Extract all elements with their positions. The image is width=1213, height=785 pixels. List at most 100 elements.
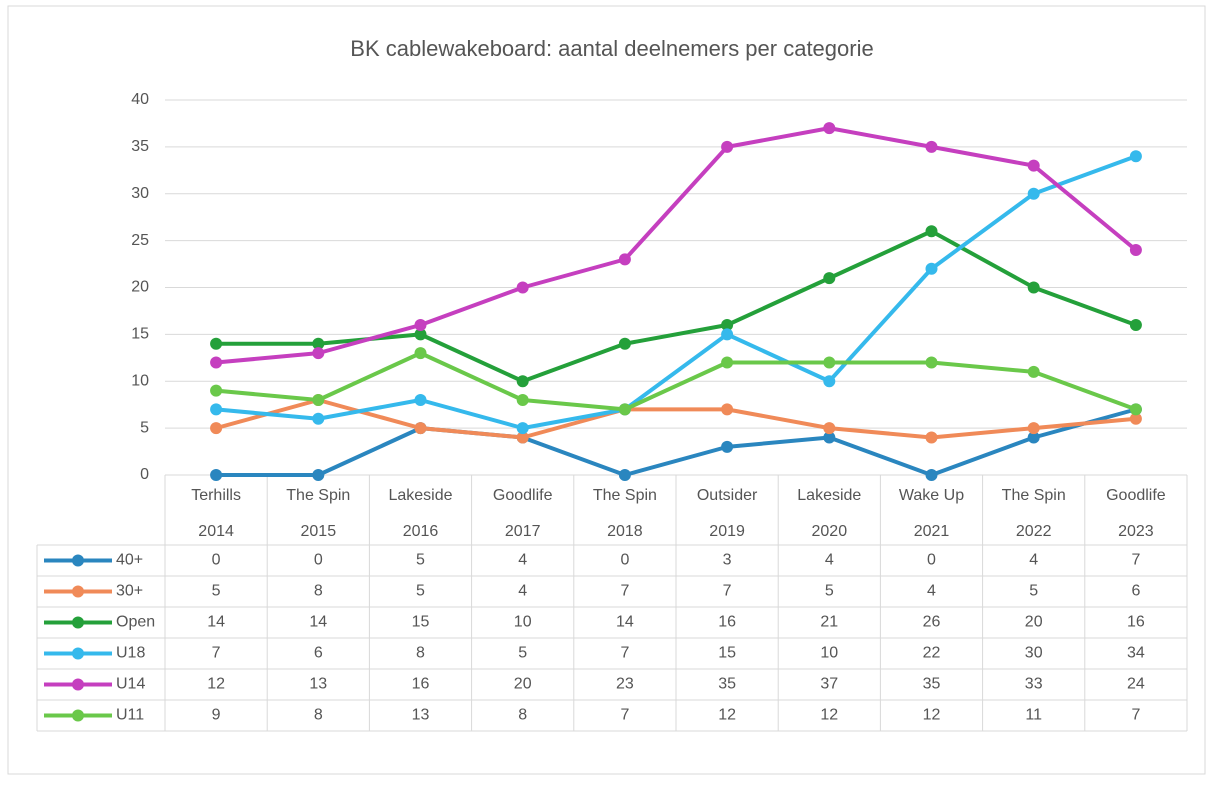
x-tick-label: 2022 — [1016, 523, 1052, 540]
data-point — [516, 375, 529, 388]
table-value: 4 — [1029, 552, 1038, 569]
table-value: 9 — [212, 707, 221, 724]
legend-label: 30+ — [116, 583, 143, 600]
table-value: 12 — [718, 707, 736, 724]
data-point — [312, 394, 325, 406]
data-point — [414, 422, 427, 435]
table-value: 15 — [718, 645, 736, 662]
table-value: 7 — [212, 645, 221, 662]
y-tick-label: 0 — [140, 466, 149, 483]
table-value: 6 — [314, 645, 323, 662]
data-point — [312, 347, 325, 360]
table-value: 7 — [1131, 552, 1140, 569]
y-tick-label: 25 — [131, 232, 149, 249]
data-point — [823, 431, 836, 444]
table-value: 6 — [1131, 583, 1140, 600]
table-value: 8 — [416, 645, 425, 662]
series-line — [216, 407, 1137, 477]
table-value: 23 — [616, 676, 634, 693]
table-value: 34 — [1127, 645, 1145, 662]
table-value: 33 — [1025, 676, 1043, 693]
chart-title: BK cablewakeboard: aantal deelnemers per… — [350, 36, 873, 61]
data-point — [312, 337, 325, 350]
data-point — [210, 356, 223, 369]
data-point — [414, 347, 427, 360]
table-value: 12 — [207, 676, 225, 693]
data-point — [721, 319, 734, 331]
legend-swatch — [72, 709, 84, 722]
x-tick-label: The Spin — [286, 487, 350, 504]
y-tick-label: 20 — [131, 279, 149, 296]
data-point — [721, 356, 734, 369]
table-value: 10 — [820, 645, 838, 662]
data-point — [312, 412, 325, 425]
x-tick-label: The Spin — [1002, 487, 1066, 504]
table-value: 20 — [514, 676, 532, 693]
legend-swatch — [72, 647, 84, 660]
table-value: 0 — [212, 552, 221, 569]
table-value: 35 — [923, 676, 941, 693]
data-point — [721, 440, 734, 453]
data-point — [210, 469, 223, 481]
table-value: 0 — [314, 552, 323, 569]
data-point — [618, 337, 631, 350]
data-point — [516, 431, 529, 444]
data-point — [516, 422, 529, 435]
data-point — [721, 140, 734, 153]
x-tick-label: 2017 — [505, 523, 541, 540]
table-value: 0 — [927, 552, 936, 569]
data-point — [1027, 365, 1040, 378]
data-point — [1129, 403, 1142, 416]
chart-border — [7, 5, 1206, 775]
x-tick-label: Lakeside — [388, 487, 452, 504]
x-tick-label: 2020 — [812, 523, 848, 540]
table-value: 4 — [825, 552, 834, 569]
data-point — [210, 384, 223, 397]
table-value: 5 — [416, 583, 425, 600]
table-value: 0 — [620, 552, 629, 569]
x-tick-label: Goodlife — [493, 487, 553, 504]
y-tick-label: 5 — [140, 419, 149, 436]
series-line — [215, 154, 1137, 431]
legend-swatch — [72, 554, 84, 567]
table-value: 8 — [518, 707, 527, 724]
table-value: 24 — [1127, 676, 1145, 693]
data-point — [1027, 422, 1040, 435]
table-value: 5 — [1029, 583, 1038, 600]
data-point — [721, 403, 734, 416]
data-point — [1129, 150, 1142, 163]
table-value: 16 — [412, 676, 430, 693]
table-value: 13 — [309, 676, 327, 693]
data-point — [925, 469, 938, 481]
data-point — [925, 262, 938, 275]
data-point — [1027, 431, 1040, 444]
x-tick-label: 2019 — [709, 523, 745, 540]
data-point — [1129, 412, 1142, 425]
series-line — [215, 398, 1137, 440]
data-point — [1027, 187, 1040, 200]
table-value: 7 — [620, 645, 629, 662]
data-point — [516, 394, 529, 406]
table-value: 3 — [723, 552, 732, 569]
data-point — [210, 337, 223, 350]
data-point — [414, 319, 427, 331]
table-value: 16 — [1127, 614, 1145, 631]
table-value: 30 — [1025, 645, 1043, 662]
table-value: 20 — [1025, 614, 1043, 631]
legend-label: U11 — [116, 707, 144, 724]
legend-label: 40+ — [116, 552, 143, 569]
table-value: 5 — [825, 583, 834, 600]
table-value: 8 — [314, 707, 323, 724]
data-point — [823, 272, 836, 285]
legend-swatch — [72, 678, 84, 691]
x-tick-label: The Spin — [593, 487, 657, 504]
table-value: 21 — [820, 614, 838, 631]
x-tick-label: Terhills — [191, 487, 241, 504]
data-point — [414, 394, 427, 406]
table-value: 4 — [927, 583, 936, 600]
data-point — [925, 225, 938, 238]
table-value: 7 — [1131, 707, 1140, 724]
data-point — [823, 422, 836, 435]
legend-label: U14 — [116, 676, 145, 693]
